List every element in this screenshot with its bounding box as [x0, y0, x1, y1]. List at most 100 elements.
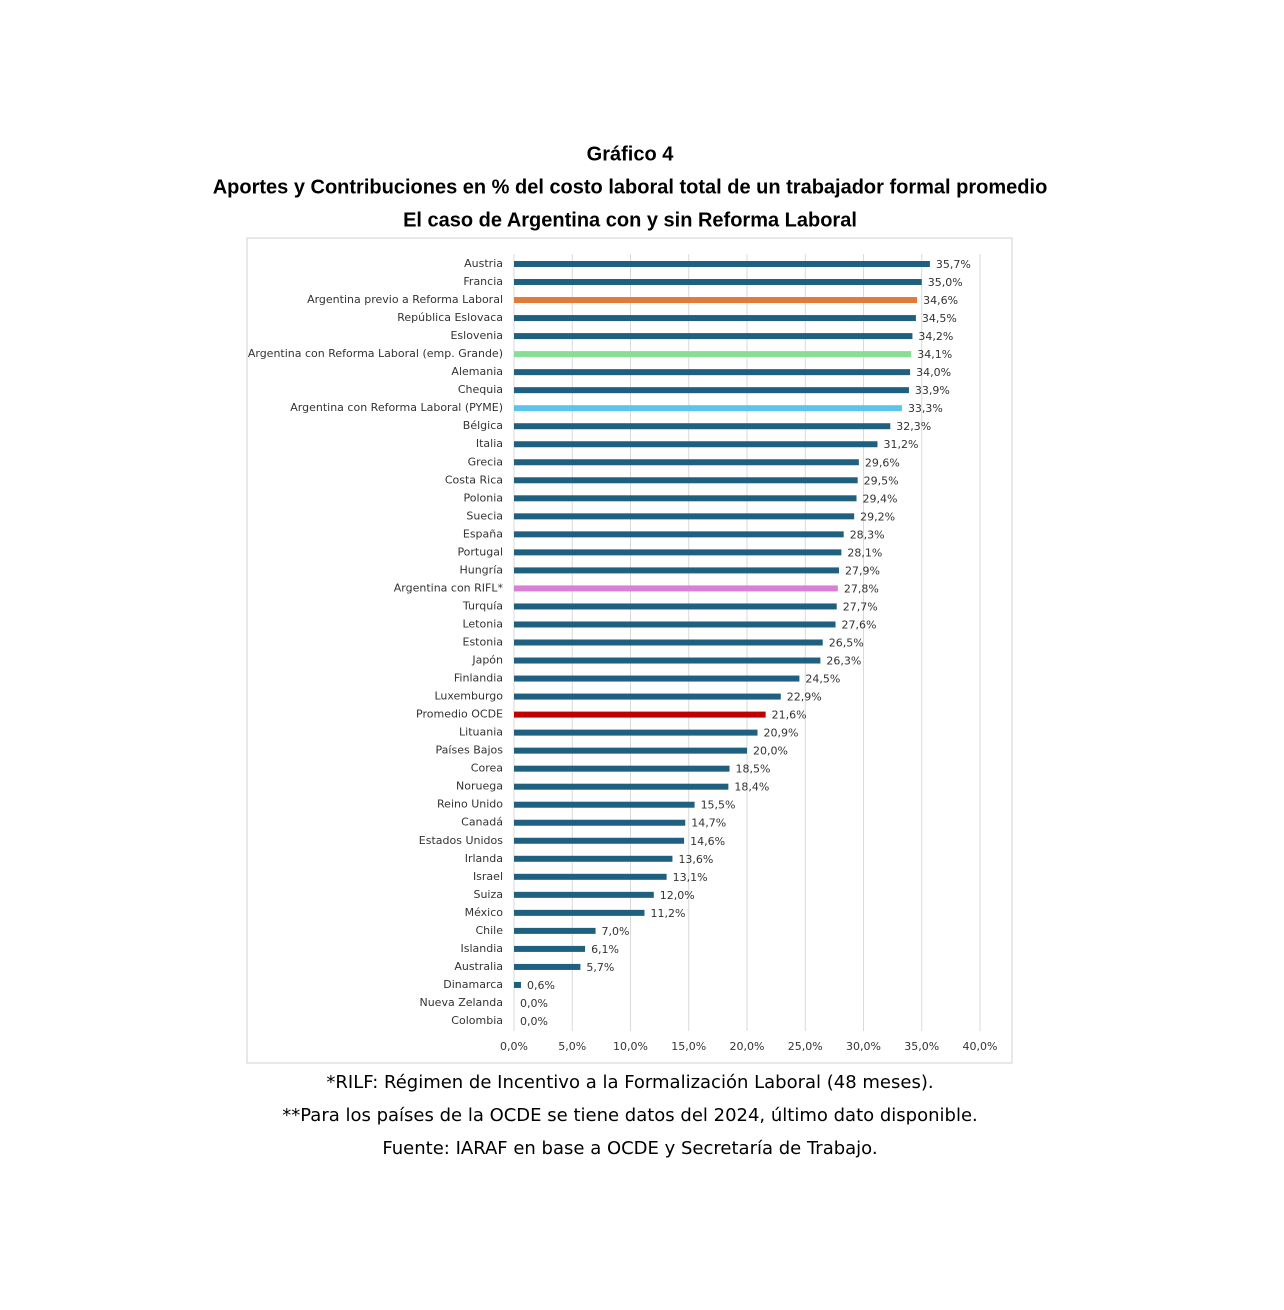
- bar: [514, 279, 922, 286]
- bar: [514, 855, 673, 862]
- bar: [514, 531, 844, 538]
- y-tick-label: Costa Rica: [445, 473, 503, 486]
- bar: [514, 369, 911, 376]
- bar: [514, 837, 685, 844]
- value-label: 13,6%: [678, 853, 713, 866]
- bar: [514, 423, 891, 430]
- bar: [514, 909, 645, 916]
- y-tick-label: Corea: [471, 762, 503, 775]
- bar: [514, 405, 902, 412]
- bar: [514, 675, 800, 682]
- y-tick-label: España: [463, 527, 503, 540]
- y-tick-label: México: [465, 906, 504, 919]
- value-label: 28,1%: [847, 546, 882, 559]
- bar: [514, 729, 758, 736]
- y-tick-label: Grecia: [468, 455, 503, 468]
- bar: [514, 567, 840, 574]
- bar: [514, 333, 913, 340]
- bar: [514, 765, 730, 772]
- x-tick-label: 0,0%: [500, 1040, 528, 1053]
- value-label: 27,8%: [844, 582, 879, 595]
- x-tick-label: 5,0%: [558, 1040, 586, 1053]
- value-label: 6,1%: [591, 943, 619, 956]
- y-tick-label: Irlanda: [465, 852, 503, 865]
- y-tick-label: Portugal: [457, 545, 503, 558]
- value-label: 35,7%: [936, 258, 971, 271]
- value-label: 27,7%: [843, 600, 878, 613]
- value-label: 21,6%: [772, 709, 807, 722]
- chart-title: Gráfico 4: [587, 143, 675, 165]
- value-label: 34,0%: [916, 366, 951, 379]
- y-tick-label: Colombia: [451, 1014, 503, 1027]
- y-tick-label: Turquía: [462, 599, 503, 612]
- bar: [514, 387, 909, 394]
- y-tick-label: Suecia: [466, 509, 503, 522]
- y-tick-label: Estonia: [463, 636, 504, 649]
- y-tick-label: Israel: [473, 870, 503, 883]
- value-label: 34,5%: [922, 312, 957, 325]
- value-label: 27,6%: [842, 618, 877, 631]
- y-tick-label: Argentina con RIFL*: [394, 581, 504, 594]
- footnote: **Para los países de la OCDE se tiene da…: [282, 1105, 978, 1126]
- bar: [514, 585, 838, 592]
- bar: [514, 711, 766, 718]
- value-label: 34,2%: [918, 330, 953, 343]
- value-label: 7,0%: [602, 925, 630, 938]
- y-tick-label: Chequia: [458, 383, 503, 396]
- value-label: 15,5%: [701, 799, 736, 812]
- value-label: 29,6%: [865, 456, 900, 469]
- x-tick-label: 10,0%: [613, 1040, 648, 1053]
- y-tick-label: Eslovenia: [450, 329, 503, 342]
- bar: [514, 819, 686, 826]
- footnote: Fuente: IARAF en base a OCDE y Secretarí…: [382, 1138, 877, 1159]
- bar: [514, 927, 596, 934]
- x-tick-label: 40,0%: [963, 1040, 998, 1053]
- value-label: 29,2%: [860, 510, 895, 523]
- y-tick-label: Italia: [476, 437, 503, 450]
- bar: [514, 315, 916, 322]
- y-tick-label: Hungría: [459, 563, 503, 576]
- y-tick-label: Chile: [475, 924, 503, 937]
- y-tick-label: Argentina con Reforma Laboral (emp. Gran…: [248, 347, 503, 360]
- value-label: 0,6%: [527, 979, 555, 992]
- bar: [514, 513, 855, 520]
- y-tick-label: Reino Unido: [437, 798, 503, 811]
- y-tick-label: Noruega: [456, 780, 503, 793]
- bar: [514, 945, 586, 952]
- bar: [514, 693, 781, 700]
- value-label: 31,2%: [883, 438, 918, 451]
- y-tick-label: Austria: [464, 257, 503, 270]
- y-tick-label: Argentina previo a Reforma Laboral: [307, 293, 503, 306]
- value-label: 27,9%: [845, 564, 880, 577]
- bar: [514, 639, 823, 646]
- value-label: 5,7%: [586, 961, 614, 974]
- value-label: 34,1%: [917, 348, 952, 361]
- value-label: 20,9%: [763, 727, 798, 740]
- y-tick-label: Canadá: [461, 816, 503, 829]
- value-label: 0,0%: [520, 997, 548, 1010]
- y-tick-label: Nueva Zelanda: [419, 996, 503, 1009]
- value-label: 26,5%: [829, 637, 864, 650]
- bar: [514, 783, 729, 790]
- value-label: 32,3%: [896, 420, 931, 433]
- y-tick-label: Bélgica: [463, 419, 503, 432]
- value-label: 18,5%: [736, 763, 771, 776]
- y-tick-label: Dinamarca: [443, 978, 503, 991]
- y-tick-label: Suiza: [473, 888, 503, 901]
- y-tick-label: Islandia: [460, 942, 503, 955]
- y-tick-label: Japón: [471, 654, 503, 667]
- bar: [514, 351, 912, 358]
- x-tick-label: 30,0%: [846, 1040, 881, 1053]
- bar: [514, 657, 821, 664]
- y-tick-label: Estados Unidos: [419, 834, 503, 847]
- x-tick-label: 25,0%: [788, 1040, 823, 1053]
- y-tick-label: Francia: [463, 275, 503, 288]
- bar: [514, 891, 654, 898]
- value-label: 18,4%: [734, 781, 769, 794]
- value-label: 14,7%: [691, 817, 726, 830]
- value-label: 33,9%: [915, 384, 950, 397]
- y-tick-label: Polonia: [463, 491, 503, 504]
- value-label: 29,5%: [864, 474, 899, 487]
- value-label: 28,3%: [850, 528, 885, 541]
